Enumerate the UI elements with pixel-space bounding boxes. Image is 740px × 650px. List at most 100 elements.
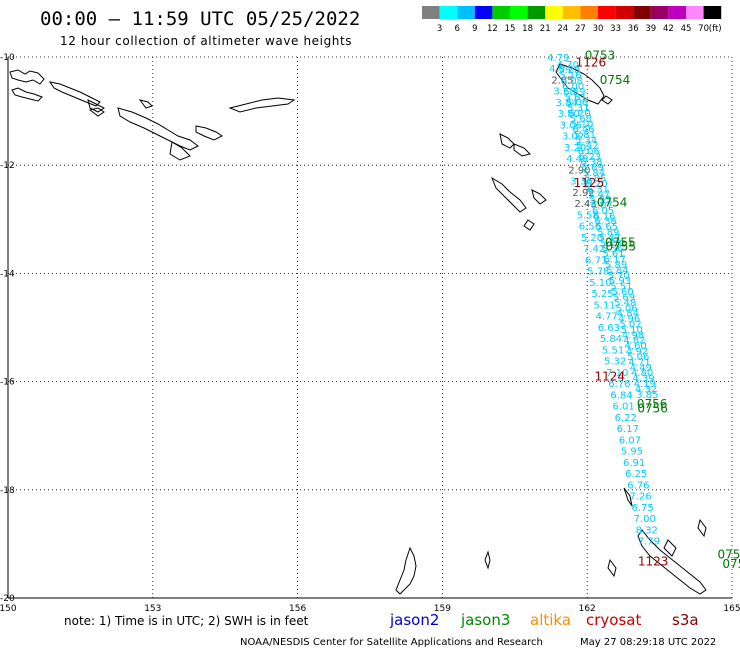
wave-height-value: 5.06 [615, 303, 637, 314]
map-subtitle: 12 hour collection of altimeter wave hei… [60, 34, 352, 48]
satellite-legend-cryosat: cryosat [586, 611, 641, 629]
wave-height-value: 6.63 [598, 323, 620, 334]
wave-height-value: 5.61 [565, 92, 587, 103]
wave-height-value: 4.82 [623, 336, 645, 347]
wave-height-value: 7.10 [606, 368, 628, 379]
wave-height-value: 5.48 [614, 298, 636, 309]
wave-height-value: 6.00 [562, 81, 584, 92]
credit-text: NOAA/NESDIS Center for Satellite Applica… [240, 637, 543, 648]
wave-height-value: 5.93 [609, 276, 631, 287]
wave-height-value: 6.17 [604, 255, 626, 266]
wave-height-value: 5.84 [583, 168, 605, 179]
scale-swatch [439, 6, 458, 19]
wave-height-value: 3.20 [564, 143, 586, 154]
pass-time-label: 0756 [637, 397, 668, 411]
wave-height-value: 3.68 [553, 87, 575, 98]
wave-height-value: 5.78 [587, 267, 609, 278]
wave-height-value: 6.84 [610, 390, 632, 401]
scale-swatch [510, 6, 528, 19]
scale-label: 24 [557, 24, 568, 34]
satellite-legend: jason2 jason3 altika cryosat s3a [389, 611, 699, 629]
wave-height-value: 6.31 [587, 184, 609, 195]
scale-label: 39 [645, 24, 656, 34]
scale-label: 70 [698, 24, 709, 34]
wave-height-value: 6.25 [625, 469, 647, 480]
wave-height-value: 4.96 [618, 314, 640, 325]
scale-label: 42 [663, 24, 674, 34]
scale-label: 21 [540, 24, 551, 34]
wave-height-value: 2.85 [551, 75, 573, 86]
wave-height-value: 6.20 [585, 179, 607, 190]
wave-height-value: 5.89 [605, 260, 627, 271]
wave-height-value: 5.11 [593, 300, 615, 311]
wave-height-value: 4.49 [630, 363, 652, 374]
scale-label: 30 [593, 24, 604, 34]
wave-height-value: 6.46 [572, 125, 594, 136]
wave-height-value: 6.36 [595, 217, 617, 228]
satellite-legend-jason3: jason3 [460, 611, 510, 629]
lat-tick-label: -10 [0, 53, 15, 63]
wave-height-value: 5.95 [589, 195, 611, 206]
wave-height-value: 4.79 [547, 53, 569, 64]
wave-height-value: 8.32 [636, 525, 658, 536]
lon-tick-label: 162 [579, 604, 596, 614]
wave-height-value: 5.32 [604, 357, 626, 368]
latitude-labels: -10 -12 -14 -16 -18 -20 [0, 53, 15, 604]
scale-swatch [492, 6, 510, 19]
wave-height-value: 5.69 [582, 163, 604, 174]
satellite-legend-jason2: jason2 [389, 611, 439, 629]
wave-height-value: 6.75 [631, 503, 653, 514]
scale-label: 12 [487, 24, 498, 34]
lon-tick-label: 156 [289, 604, 306, 614]
lon-tick-label: 159 [434, 604, 451, 614]
wave-height-value: 6.22 [615, 413, 637, 424]
wave-height-value: 6.76 [608, 379, 630, 390]
units-note: note: 1) Time is in UTC; 2) SWH is in fe… [64, 614, 309, 628]
wave-height-value: 5.73 [600, 238, 622, 249]
wave-height-value: 5.59 [563, 87, 585, 98]
wave-height-value: 5.10 [571, 119, 593, 130]
wave-height-value: 6.91 [623, 458, 645, 469]
scale-label: 27 [575, 24, 586, 34]
pass-time-label: 075 [722, 557, 740, 571]
pass-time-label: 0755 [605, 235, 636, 249]
scale-label: 9 [472, 24, 477, 34]
scale-swatch [650, 6, 669, 19]
scale-swatch [615, 6, 634, 19]
scale-label: 45 [681, 24, 692, 34]
wave-height-value: 4.32 [635, 384, 657, 395]
pass-time-labels: 0753112607541125075407550755112407560756… [574, 49, 740, 572]
wave-height-value: 6.20 [568, 109, 590, 120]
lat-tick-label: -16 [0, 378, 15, 388]
lat-tick-label: -18 [0, 486, 15, 496]
wave-height-value: 3.80 [558, 109, 580, 120]
wave-height-value: 5.84 [606, 265, 628, 276]
scale-swatch [633, 6, 651, 19]
timestamp-text: May 27 08:29:18 UTC 2022 [580, 637, 716, 648]
wave-height-value: 7.42 [583, 244, 605, 255]
wave-height-value: 4.92 [626, 347, 648, 358]
wave-height-value: 4.80 [631, 368, 653, 379]
wave-height-value: 6.07 [619, 435, 641, 446]
wave-height-value: 5.28 [558, 65, 580, 76]
wave-height-value: 3.85 [636, 390, 658, 401]
wave-height-value: 6.06 [578, 146, 600, 157]
pass-time-label: 075 [718, 548, 740, 562]
scale-swatch [457, 6, 475, 19]
pass-time-label: 0754 [600, 73, 631, 87]
pass-time-label: 0753 [585, 49, 616, 63]
scale-swatch [474, 6, 493, 19]
wave-height-value: 5.51 [602, 345, 624, 356]
wave-height-value: 5.69 [613, 292, 635, 303]
scale-swatch [686, 6, 704, 19]
wave-height-value: 6.17 [617, 424, 639, 435]
lon-tick-label: 150 [0, 604, 17, 614]
map-title: 00:00 – 11:59 UTC 05/25/2022 [40, 8, 360, 30]
wave-height-value: 3.84 [556, 98, 578, 109]
scale-swatch [598, 6, 616, 19]
wave-height-value: 4.60 [625, 341, 647, 352]
altimeter-track-a: 4.794.842.853.683.843.803.063.023.204.49… [547, 53, 660, 548]
wave-height-value: 6.01 [612, 402, 634, 413]
wave-height-value: 5.95 [621, 447, 643, 458]
